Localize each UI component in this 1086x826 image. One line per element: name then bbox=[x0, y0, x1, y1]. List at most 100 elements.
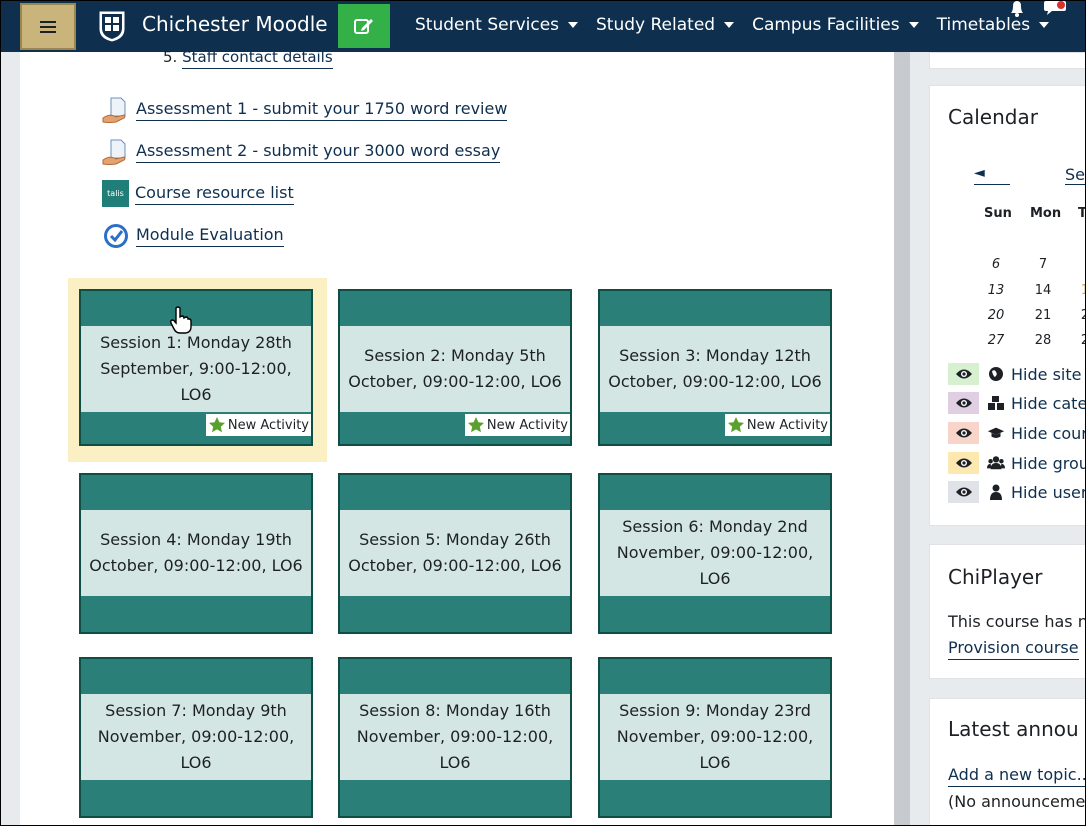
no-announcements-text: (No announcemen bbox=[948, 792, 1086, 811]
new-activity-badge: New Activity bbox=[464, 414, 570, 436]
caret-down-icon bbox=[908, 22, 919, 28]
add-topic-link[interactable]: Add a new topic... bbox=[948, 765, 1085, 787]
activity-link[interactable]: Course resource list bbox=[135, 183, 294, 205]
university-crest-icon[interactable] bbox=[97, 9, 127, 43]
globe-icon bbox=[987, 365, 1005, 383]
activity-assessment-2[interactable]: Assessment 2 - submit your 3000 word ess… bbox=[102, 138, 501, 166]
eye-icon bbox=[948, 422, 979, 444]
notifications-bell-icon[interactable] bbox=[1007, 1, 1027, 17]
calendar-day[interactable]: 14 bbox=[1034, 283, 1052, 298]
filter-category-events[interactable]: Hide categ bbox=[948, 392, 1085, 414]
caret-down-icon bbox=[568, 22, 579, 28]
latest-announcements-block: Latest annou Add a new topic... (No anno… bbox=[929, 698, 1086, 825]
staff-contact-item[interactable]: 5. Staff contact details bbox=[163, 48, 333, 69]
block-title: ChiPlayer bbox=[948, 565, 1043, 589]
filter-group-events[interactable]: Hide group bbox=[948, 452, 1085, 474]
activity-link[interactable]: Module Evaluation bbox=[136, 225, 284, 247]
session-tile-7[interactable]: Session 7: Monday 9th November, 09:00-12… bbox=[79, 657, 313, 818]
graduation-cap-icon bbox=[987, 424, 1005, 442]
feedback-icon bbox=[104, 224, 128, 248]
tile-title: Session 2: Monday 5th October, 09:00-12:… bbox=[348, 346, 562, 391]
activity-resource-list[interactable]: talis Course resource list bbox=[102, 180, 294, 207]
tile-title: Session 4: Monday 19th October, 09:00-12… bbox=[89, 530, 303, 575]
calendar-day[interactable]: 20 bbox=[987, 308, 1005, 323]
nav-student-services[interactable]: Student Services bbox=[415, 15, 579, 35]
calendar-block: Calendar ◄ Sep Sun Mon T 6 7 13 14 1 20 … bbox=[929, 85, 1086, 526]
edit-mode-button[interactable] bbox=[338, 4, 390, 48]
activity-module-evaluation[interactable]: Module Evaluation bbox=[102, 222, 284, 250]
hamburger-icon bbox=[40, 20, 56, 33]
session-tile-6[interactable]: Session 6: Monday 2nd November, 09:00-12… bbox=[598, 473, 832, 634]
nav-timetables[interactable]: Timetables bbox=[937, 15, 1050, 35]
filter-user-events[interactable]: Hide user bbox=[948, 481, 1085, 503]
cubes-icon bbox=[987, 394, 1005, 412]
filter-course-events[interactable]: Hide cours bbox=[948, 422, 1085, 444]
session-tile-1[interactable]: Session 1: Monday 28th September, 9:00-1… bbox=[79, 289, 313, 446]
drawer-toggle-button[interactable] bbox=[20, 3, 76, 50]
tile-title: Session 9: Monday 23rd November, 09:00-1… bbox=[616, 701, 814, 772]
calendar-day[interactable]: 27 bbox=[987, 333, 1005, 348]
calendar-day[interactable]: 1 bbox=[1070, 283, 1085, 298]
tile-title: Session 6: Monday 2nd November, 09:00-12… bbox=[616, 517, 814, 588]
tile-title: Session 3: Monday 12th October, 09:00-12… bbox=[608, 346, 822, 391]
block-title: Latest annou bbox=[948, 717, 1079, 741]
weekday-header: Mon bbox=[1030, 206, 1062, 221]
site-brand[interactable]: Chichester Moodle bbox=[142, 12, 328, 36]
staff-contact-link[interactable]: Staff contact details bbox=[182, 48, 333, 69]
provision-course-link[interactable]: Provision course bbox=[948, 638, 1079, 660]
star-icon bbox=[727, 417, 744, 433]
block-title: Calendar bbox=[948, 105, 1038, 129]
session-tile-3[interactable]: Session 3: Monday 12th October, 09:00-12… bbox=[598, 289, 832, 446]
messages-bubble-icon[interactable] bbox=[1044, 1, 1066, 15]
calendar-day[interactable]: 13 bbox=[987, 283, 1005, 298]
new-activity-badge: New Activity bbox=[724, 414, 830, 436]
content-gutter bbox=[894, 52, 910, 825]
users-icon bbox=[987, 454, 1005, 472]
new-activity-badge: New Activity bbox=[205, 414, 311, 436]
tile-title: Session 8: Monday 16th November, 09:00-1… bbox=[356, 701, 554, 772]
eye-icon bbox=[948, 392, 979, 414]
weekday-header: T bbox=[1078, 206, 1086, 221]
list-number: 5. bbox=[163, 48, 178, 66]
filter-site-events[interactable]: Hide site e bbox=[948, 363, 1085, 385]
hand-pointer-cursor-icon bbox=[169, 306, 192, 334]
activity-assessment-1[interactable]: Assessment 1 - submit your 1750 word rev… bbox=[102, 96, 508, 124]
weekday-header: Sun bbox=[984, 206, 1012, 221]
session-tile-5[interactable]: Session 5: Monday 26th October, 09:00-12… bbox=[338, 473, 572, 634]
talis-icon: talis bbox=[102, 180, 129, 207]
session-tile-4[interactable]: Session 4: Monday 19th October, 09:00-12… bbox=[79, 473, 313, 634]
session-tile-8[interactable]: Session 8: Monday 16th November, 09:00-1… bbox=[338, 657, 572, 818]
eye-icon bbox=[948, 363, 979, 385]
nav-campus-facilities[interactable]: Campus Facilities bbox=[752, 15, 919, 35]
calendar-day[interactable]: 2 bbox=[1070, 333, 1085, 348]
nav-study-related[interactable]: Study Related bbox=[596, 15, 735, 35]
star-icon bbox=[467, 417, 484, 433]
calendar-day[interactable]: 6 bbox=[991, 257, 1001, 272]
previous-block-bottom bbox=[929, 52, 1085, 69]
activity-link[interactable]: Assessment 1 - submit your 1750 word rev… bbox=[136, 99, 508, 121]
tile-title: Session 7: Monday 9th November, 09:00-12… bbox=[97, 701, 295, 772]
caret-down-icon bbox=[1039, 22, 1050, 28]
calendar-day[interactable]: 21 bbox=[1034, 308, 1052, 323]
user-icon bbox=[987, 483, 1005, 501]
caret-down-icon bbox=[724, 22, 735, 28]
chiplayer-block: ChiPlayer This course has no Provision c… bbox=[929, 544, 1086, 679]
tile-title: Session 5: Monday 26th October, 09:00-12… bbox=[348, 530, 562, 575]
calendar-prev-month-link[interactable]: ◄ bbox=[974, 165, 1010, 185]
eye-icon bbox=[948, 481, 979, 503]
eye-icon bbox=[948, 452, 979, 474]
session-tile-9[interactable]: Session 9: Monday 23rd November, 09:00-1… bbox=[598, 657, 832, 818]
top-navbar: Chichester Moodle Student Services Study… bbox=[1, 1, 1085, 52]
assignment-icon bbox=[102, 97, 126, 123]
pencil-square-icon bbox=[354, 19, 373, 34]
tile-title: Session 1: Monday 28th September, 9:00-1… bbox=[100, 333, 292, 404]
activity-link[interactable]: Assessment 2 - submit your 3000 word ess… bbox=[136, 141, 501, 163]
primary-navigation: Student Services Study Related Campus Fa… bbox=[415, 15, 1067, 35]
chiplayer-text: This course has no bbox=[948, 612, 1086, 631]
calendar-month-link[interactable]: Sep bbox=[1065, 165, 1085, 185]
calendar-day[interactable]: 28 bbox=[1034, 333, 1052, 348]
calendar-day[interactable]: 2 bbox=[1070, 308, 1085, 323]
session-tile-2[interactable]: Session 2: Monday 5th October, 09:00-12:… bbox=[338, 289, 572, 446]
calendar-day[interactable]: 7 bbox=[1038, 257, 1048, 272]
